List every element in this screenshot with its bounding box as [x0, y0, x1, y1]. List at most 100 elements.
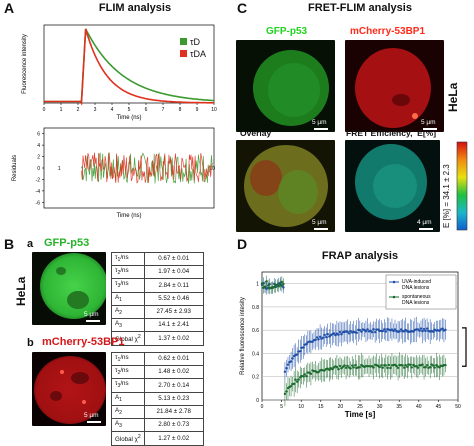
- frap-point: [373, 330, 377, 334]
- mcherry-focus-2: [82, 400, 86, 404]
- frap-point: [285, 367, 288, 370]
- frap-point: [410, 366, 414, 369]
- frap-y-tick-label: 0.2: [252, 375, 259, 381]
- frap-point: [273, 285, 276, 289]
- mcherry-table-row: τ1/ns 0.62 ± 0.01: [111, 351, 204, 367]
- gfp-scale-label: 5 µm: [84, 311, 99, 318]
- frap-point: [331, 367, 334, 371]
- panel-b-sub-a-letter: a: [27, 238, 34, 250]
- flim-residuals-chart: 6 4 2 0 -2 -4 -6 1 10 Time (ns) Residuals: [12, 127, 215, 219]
- flim-x-axis-label: Time (ns): [116, 115, 141, 121]
- panel-d-letter: D: [237, 236, 248, 252]
- mcherry-table-param-name: A3: [111, 418, 145, 433]
- frap-point: [438, 329, 441, 333]
- frap-point: [433, 366, 436, 369]
- frap-point: [402, 366, 406, 369]
- mcherry-table-row: Global χ2 1.27 ± 0.02: [111, 431, 204, 446]
- frap-x-tick-label: 45: [436, 404, 442, 410]
- frap-point: [424, 329, 427, 333]
- frap-point: [346, 364, 349, 368]
- c-mcherry-focus: [412, 113, 418, 119]
- resid-series-line-1: [81, 152, 213, 184]
- frap-point: [311, 340, 314, 343]
- frap-point: [428, 366, 432, 369]
- frap-point: [315, 336, 319, 339]
- c-overlay-red-zone: [250, 160, 282, 196]
- resid-x-tick-label: 1: [58, 166, 61, 172]
- frap-point: [412, 330, 415, 333]
- c-gfp-scale-bar: [314, 128, 328, 130]
- c-gfp-image: 5 µm: [236, 40, 335, 132]
- resid-y-tick-label: -2: [36, 177, 41, 183]
- frap-point: [335, 365, 339, 369]
- gfp-p53-image: 5 µm: [32, 252, 106, 325]
- frap-point: [381, 366, 384, 369]
- frap-point: [396, 366, 400, 370]
- frap-point: [354, 363, 357, 367]
- frap-y-tick-label: 0.8: [252, 305, 259, 311]
- frap-point: [305, 375, 308, 378]
- frap-point: [266, 284, 270, 287]
- frap-point: [444, 364, 447, 367]
- frap-point: [398, 330, 401, 333]
- frap-x-tick-label: 10: [298, 404, 304, 410]
- mcherry-table-param-value: 0.62 ± 0.01: [143, 351, 204, 367]
- frap-point: [337, 333, 340, 336]
- frap-point: [421, 329, 424, 333]
- frap-significance-bracket: [462, 327, 467, 367]
- flim-x-tick-label: 6: [145, 107, 148, 113]
- flim-x-tick-label: 1: [60, 107, 63, 113]
- c-gfp-scale-label: 5 µm: [312, 119, 327, 126]
- frap-legend-box: [385, 274, 457, 310]
- frap-y-tick-label: 0.6: [252, 328, 259, 334]
- frap-point: [263, 285, 267, 288]
- gfp-params-table: τ1/ns 0.67 ± 0.01 τ2/ns 1.97 ± 0.04 τ3/ns 2.8…: [111, 251, 204, 347]
- resid-y-tick-label: 0: [37, 166, 40, 172]
- frap-point: [302, 346, 305, 349]
- mcherry-nucleus: [34, 356, 106, 424]
- c-gfp-nucleus-inner: [268, 63, 320, 117]
- frap-point: [358, 366, 362, 369]
- frap-point: [409, 363, 412, 366]
- frap-point: [390, 328, 394, 331]
- frap-point: [372, 366, 375, 369]
- frap-point: [286, 363, 290, 366]
- gfp-table-row: τ2/ns 1.97 ± 0.04: [111, 265, 204, 280]
- frap-point: [378, 365, 381, 369]
- gfp-table-row: τ1/ns 0.67 ± 0.01: [111, 251, 204, 267]
- mcherry-scale-label: 5 µm: [84, 412, 99, 419]
- frap-point: [384, 364, 388, 367]
- frap-point: [318, 335, 322, 339]
- frap-x-tick-label: 15: [318, 404, 324, 410]
- c-fret-nucleus-inner: [373, 164, 417, 208]
- panel-c-title: FRET-FLIM analysis: [308, 2, 412, 14]
- frap-point: [279, 283, 282, 287]
- mcherry-nucleolus-1: [71, 372, 89, 384]
- frap-point: [383, 328, 386, 331]
- mcherry-table-param-name: τ1/ns: [111, 351, 145, 367]
- frap-point: [418, 329, 421, 332]
- flim-legend: τD τDA: [180, 36, 206, 60]
- frap-point: [425, 327, 429, 330]
- frap-x-tick-label: 40: [416, 404, 422, 410]
- frap-point: [372, 328, 375, 331]
- legend-label-tau-da: τDA: [190, 49, 207, 59]
- flim-y-axis-label: Fluorescence intensity: [22, 34, 28, 94]
- mcherry-table-row: τ3/ns 2.70 ± 0.14: [111, 378, 204, 393]
- frap-point: [289, 360, 293, 363]
- frap-point: [317, 370, 320, 374]
- frap-point: [438, 366, 441, 369]
- frap-point: [321, 336, 325, 339]
- frap-point: [406, 365, 409, 368]
- c-label-gfp: GFP-p53: [266, 26, 308, 37]
- frap-point: [323, 333, 326, 337]
- panel-a-letter: A: [4, 0, 15, 16]
- gfp-table-row: A1 5.52 ± 0.46: [111, 291, 204, 306]
- mcherry-table-param-name: τ2/ns: [111, 365, 145, 380]
- frap-point: [404, 363, 407, 367]
- frap-point: [343, 364, 346, 367]
- frap-point: [346, 330, 349, 334]
- frap-point: [309, 372, 313, 376]
- c-fret-drawing: [355, 144, 427, 220]
- legend-label-tau-d: τD: [190, 37, 201, 47]
